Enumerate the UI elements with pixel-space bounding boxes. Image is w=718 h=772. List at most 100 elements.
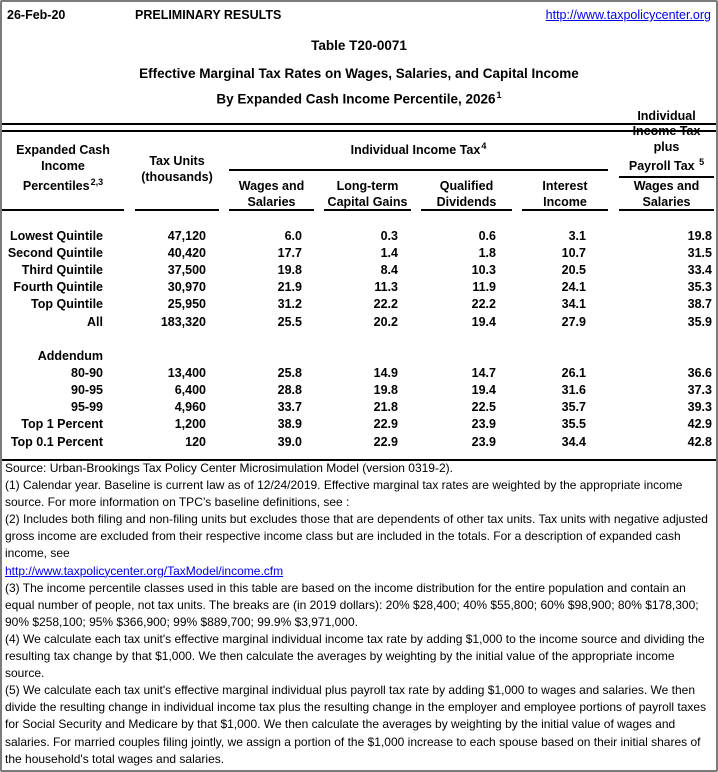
header-expanded-cash-income-percentiles: Expanded Cash Income Percentiles2,3 <box>2 128 130 211</box>
header-individual-income-tax-group: Individual Income Tax4 <box>224 128 613 178</box>
cell-interest: 24.1 <box>561 280 586 295</box>
cell-iit-payroll: 38.7 <box>687 297 712 312</box>
table-row: Top 0.1 Percent 120 39.0 22.9 23.9 34.4 … <box>2 433 716 450</box>
cell-interest: 20.5 <box>561 262 586 277</box>
subheader-line: Interest <box>542 178 588 193</box>
subheader-line: Dividends <box>436 194 497 209</box>
footnote-ref-2-3: 2,3 <box>90 177 104 188</box>
row-label: Third Quintile <box>21 262 103 277</box>
cell-capital-gains: 22.2 <box>373 297 398 312</box>
table-top-rule <box>2 123 716 132</box>
header-col2-line1: Tax Units <box>149 153 205 168</box>
cell-capital-gains: 20.2 <box>373 314 398 329</box>
cell-iit-payroll: 35.9 <box>687 314 712 329</box>
header-iit-plus-payroll-group: Individual Income Tax plus Payroll Tax 5 <box>613 109 716 178</box>
cell-capital-gains: 22.9 <box>373 434 398 449</box>
cell-tax-units: 183,320 <box>160 314 206 329</box>
cell-capital-gains: 21.8 <box>373 400 398 415</box>
row-label: Top 0.1 Percent <box>10 434 103 449</box>
cell-tax-units: 47,120 <box>167 228 206 243</box>
income-definition-link[interactable]: http://www.taxpolicycenter.org/TaxModel/… <box>5 563 284 578</box>
cell-interest: 35.7 <box>561 400 586 415</box>
table-row: Top 1 Percent 1,200 38.9 22.9 23.9 35.5 … <box>2 416 716 433</box>
table-row: 90-95 6,400 28.8 19.8 19.4 31.6 37.3 <box>2 382 716 399</box>
row-label: 80-90 <box>71 365 103 380</box>
row-label: 95-99 <box>71 400 103 415</box>
cell-tax-units: 120 <box>185 434 206 449</box>
footnote-4: (4) We calculate each tax unit's effecti… <box>5 631 705 681</box>
table-row: 80-90 13,400 25.8 14.9 14.7 26.1 36.6 <box>2 364 716 381</box>
header-wages-and-salaries: Wages and Salaries <box>224 178 319 211</box>
table-subtitle-text: By Expanded Cash Income Percentile, 2026 <box>216 91 496 107</box>
header-col7-line1: Individual <box>637 108 696 123</box>
source-note: Source: Urban-Brookings Tax Policy Cente… <box>5 461 453 475</box>
table-row: Lowest Quintile 47,120 6.0 0.3 0.6 3.1 1… <box>2 227 716 244</box>
subheader-line: Capital Gains <box>327 194 408 209</box>
footnote-ref-1: 1 <box>496 90 502 100</box>
table-number-title: Table T20-0071 <box>311 38 407 53</box>
header-col1-line1: Expanded Cash <box>16 143 110 158</box>
cell-dividends: 19.4 <box>471 314 496 329</box>
subheader-line: Wages and <box>633 178 700 193</box>
cell-tax-units: 13,400 <box>167 365 206 380</box>
cell-dividends: 1.8 <box>478 245 496 260</box>
table-row: Top Quintile 25,950 31.2 22.2 22.2 34.1 … <box>2 296 716 313</box>
cell-dividends: 11.9 <box>472 280 496 295</box>
footnote-ref-5: 5 <box>699 157 705 168</box>
table-bottom-rule <box>2 459 716 461</box>
cell-capital-gains: 11.3 <box>374 280 398 295</box>
subheader-line: Salaries <box>247 194 296 209</box>
cell-dividends: 19.4 <box>471 383 496 398</box>
cell-dividends: 22.5 <box>471 400 496 415</box>
table-row: Fourth Quintile 30,970 21.9 11.3 11.9 24… <box>2 279 716 296</box>
taxpolicycenter-link[interactable]: http://www.taxpolicycenter.org <box>545 8 711 22</box>
cell-wages-salaries: 6.0 <box>284 228 302 243</box>
row-label: All <box>87 314 103 329</box>
cell-iit-payroll: 31.5 <box>687 245 712 260</box>
row-label: Second Quintile <box>7 245 103 260</box>
cell-iit-payroll: 37.3 <box>687 383 712 398</box>
header-qualified-dividends: Qualified Dividends <box>416 178 517 211</box>
preliminary-results-label: PRELIMINARY RESULTS <box>135 8 282 22</box>
cell-tax-units: 25,950 <box>167 297 206 312</box>
subheader-line: Qualified <box>439 178 494 193</box>
row-label: Fourth Quintile <box>13 280 103 295</box>
cell-wages-salaries: 28.8 <box>277 383 302 398</box>
cell-iit-payroll: 42.9 <box>687 417 712 432</box>
subheader-line: Wages and <box>238 178 305 193</box>
cell-tax-units: 30,970 <box>167 280 206 295</box>
table-row: Third Quintile 37,500 19.8 8.4 10.3 20.5… <box>2 261 716 278</box>
cell-dividends: 23.9 <box>471 417 496 432</box>
header-interest-income: Interest Income <box>517 178 613 211</box>
cell-wages-salaries: 25.8 <box>277 365 302 380</box>
cell-wages-salaries: 21.9 <box>277 280 302 295</box>
header-tax-units: Tax Units (thousands) <box>130 128 224 211</box>
cell-capital-gains: 0.3 <box>380 228 398 243</box>
cell-capital-gains: 8.4 <box>380 262 398 277</box>
cell-interest: 10.7 <box>561 245 586 260</box>
row-label: Top 1 Percent <box>21 417 103 432</box>
header-long-term-capital-gains: Long-term Capital Gains <box>319 178 416 211</box>
header-payroll-wages-and-salaries: Wages and Salaries <box>613 178 716 211</box>
cell-tax-units: 1,200 <box>174 417 206 432</box>
cell-dividends: 22.2 <box>471 297 496 312</box>
cell-iit-payroll: 36.6 <box>687 365 712 380</box>
cell-iit-payroll: 39.3 <box>687 400 712 415</box>
header-col1-line2: Income Percentiles2,3 <box>22 159 104 194</box>
footnote-1: (1) Calendar year. Baseline is current l… <box>5 478 683 510</box>
subheader-line: Income <box>543 194 587 209</box>
cell-tax-units: 37,500 <box>167 262 206 277</box>
cell-tax-units: 40,420 <box>167 245 206 260</box>
cell-iit-payroll: 42.8 <box>687 434 712 449</box>
table-main-title: Effective Marginal Tax Rates on Wages, S… <box>139 66 579 81</box>
cell-interest: 34.1 <box>561 297 586 312</box>
cell-interest: 35.5 <box>561 417 586 432</box>
cell-interest: 34.4 <box>561 434 586 449</box>
cell-capital-gains: 19.8 <box>373 383 398 398</box>
tax-rate-table: Lowest Quintile 47,120 6.0 0.3 0.6 3.1 1… <box>2 211 716 450</box>
row-label: Lowest Quintile <box>9 228 103 243</box>
addendum-label: Addendum <box>37 348 103 363</box>
header-group-label: Individual Income Tax4 <box>350 141 487 158</box>
cell-capital-gains: 1.4 <box>380 245 398 260</box>
cell-interest: 31.6 <box>561 383 586 398</box>
